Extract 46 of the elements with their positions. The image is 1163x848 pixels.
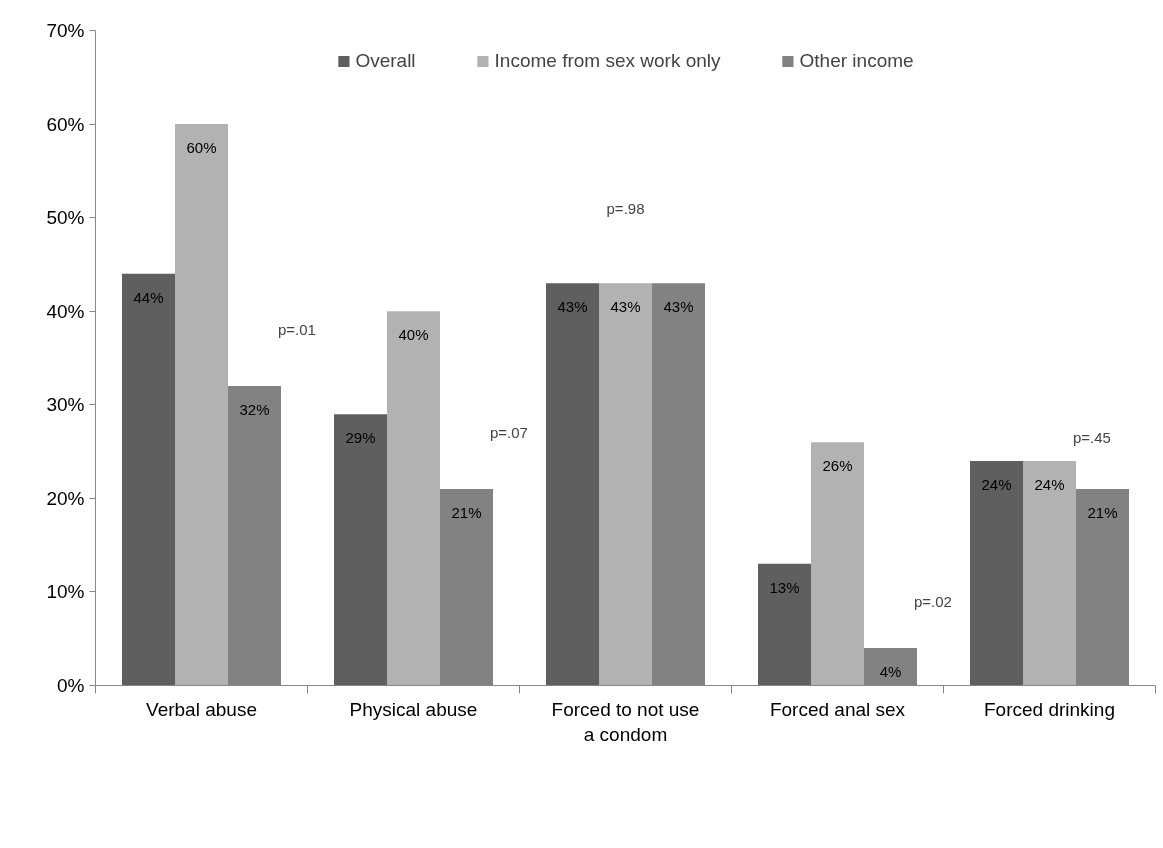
x-tick-label: Verbal abuse [146, 698, 257, 720]
bar [599, 283, 652, 686]
data-label: 21% [451, 503, 482, 521]
bar [546, 283, 599, 686]
y-tick-label: 30% [46, 394, 85, 416]
bar [811, 442, 864, 686]
x-tick-label: Forced anal sex [769, 698, 906, 720]
data-label: 60% [186, 138, 217, 156]
x-tick-label: Forced drinking [984, 698, 1115, 720]
y-tick-label: 70% [46, 20, 85, 41]
legend-label: Overall [355, 50, 416, 72]
annotation: p=.45 [1072, 429, 1111, 447]
bar [1023, 460, 1076, 686]
y-tick-label: 10% [46, 581, 85, 603]
data-label: 21% [1087, 503, 1118, 521]
bar [122, 273, 175, 686]
data-label: 40% [398, 326, 429, 344]
data-label: 43% [557, 298, 588, 316]
bar [758, 563, 811, 686]
x-tick-label: Physical abuse [349, 698, 478, 720]
data-label: 4% [879, 662, 902, 680]
annotation: p=.98 [606, 199, 645, 217]
data-label: 43% [663, 298, 694, 316]
y-tick-label: 40% [46, 300, 85, 322]
data-label: 44% [133, 288, 164, 306]
annotation: p=.01 [277, 321, 316, 339]
bar [387, 311, 440, 686]
data-label: 32% [239, 400, 270, 418]
data-label: 13% [769, 578, 800, 596]
legend-label: Income from sex work only [494, 50, 721, 72]
y-tick-label: 50% [46, 207, 85, 229]
y-tick-label: 20% [46, 487, 85, 509]
data-label: 24% [1034, 475, 1065, 493]
y-tick-label: 0% [57, 675, 85, 696]
data-label: 43% [610, 298, 641, 316]
x-tick-label: Forced to not use a condom [551, 698, 700, 745]
data-label: 29% [345, 429, 376, 447]
legend-label: Other income [799, 50, 914, 72]
y-tick-label: 60% [46, 113, 85, 135]
annotation: p=.02 [913, 592, 952, 610]
data-label: 26% [822, 457, 853, 475]
bar [334, 414, 387, 686]
data-label: 24% [981, 475, 1012, 493]
annotation: p=.07 [489, 424, 528, 442]
bar [970, 460, 1023, 686]
bar [175, 124, 228, 686]
